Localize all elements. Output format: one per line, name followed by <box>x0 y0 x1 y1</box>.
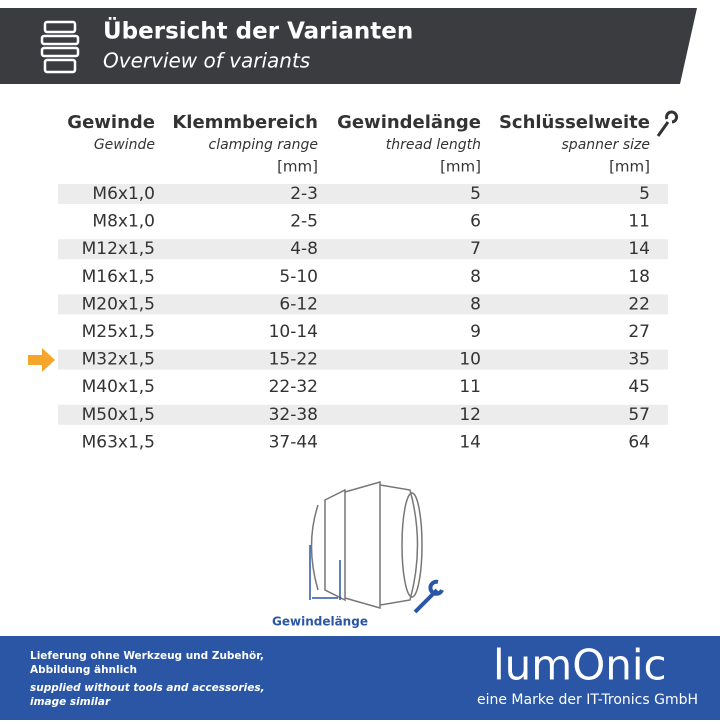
table-cell: 8 <box>470 294 481 314</box>
fitting-drawing <box>309 481 423 609</box>
table-cell: 64 <box>628 432 650 452</box>
table-cell: 32-38 <box>269 405 318 425</box>
column-header-english: Gewinde <box>94 137 155 153</box>
table-cell: 15-22 <box>269 350 318 370</box>
table-cell: 2-3 <box>290 184 318 204</box>
table-cell: 7 <box>470 239 481 259</box>
table-cell: M40x1,5 <box>82 377 155 397</box>
footer-note: image similar <box>30 696 111 708</box>
row-shade <box>58 404 668 425</box>
row-shade <box>58 294 668 315</box>
table: Gewinde Gewinde Klemmbereich clamping range… <box>58 112 668 452</box>
column-header-english: thread length <box>386 137 481 153</box>
table-cell: 11 <box>459 377 481 397</box>
footer-note: Abbildung ähnlich <box>30 664 137 676</box>
table-cell: 27 <box>628 322 650 342</box>
table-cell: 14 <box>459 432 481 452</box>
footer-note: Lieferung ohne Werkzeug und Zubehör, <box>30 650 264 662</box>
table-cell: 6 <box>470 212 481 232</box>
table-cell: M16x1,5 <box>82 267 155 287</box>
subtitle: Overview of variants <box>103 49 310 73</box>
table-cell: M25x1,5 <box>82 322 155 342</box>
wrench-diagram <box>413 579 444 614</box>
table-cell: 10 <box>459 350 481 370</box>
table-cell: M63x1,5 <box>82 432 155 452</box>
highlight-arrow <box>28 348 55 372</box>
table-cell: 5 <box>639 184 650 204</box>
column-header: Gewindelänge <box>337 112 481 133</box>
table-cell: 45 <box>628 377 650 397</box>
column-header: Gewinde <box>67 112 155 133</box>
title: Übersicht der Varianten <box>103 17 413 45</box>
row-shade <box>58 184 668 204</box>
column-header-english: spanner size <box>562 137 650 153</box>
footer-note: supplied without tools and accessories, <box>30 682 265 694</box>
brand-tagline: eine Marke der IT-Tronics GmbH <box>477 692 698 708</box>
table-cell: 22-32 <box>269 377 318 397</box>
table-cell: 8 <box>470 267 481 287</box>
column-header-english: clamping range <box>209 137 319 153</box>
table-cell: M12x1,5 <box>82 239 155 259</box>
table-cell: M20x1,5 <box>82 294 155 314</box>
table-cell: 37-44 <box>269 432 318 452</box>
table-cell: 22 <box>628 294 650 314</box>
table-cell: 5 <box>470 184 481 204</box>
table-cell: 12 <box>459 405 481 425</box>
diagram-label: Gewindelänge <box>272 615 368 629</box>
table-cell: M8x1,0 <box>92 212 155 232</box>
table-cell: 57 <box>628 405 650 425</box>
table-cell: 2-5 <box>290 212 318 232</box>
table-cell: 18 <box>628 267 650 287</box>
header-icon <box>40 20 80 74</box>
column-header: Klemmbereich <box>172 112 318 133</box>
row-shade <box>58 349 668 370</box>
column-unit: [mm] <box>440 158 481 176</box>
table-cell: M32x1,5 <box>82 350 155 370</box>
table-cell: 14 <box>628 239 650 259</box>
table-cell: 4-8 <box>290 239 318 259</box>
column-unit: [mm] <box>277 158 318 176</box>
table-cell: M50x1,5 <box>82 405 155 425</box>
table-cell: 6-12 <box>279 294 318 314</box>
table-cell: 11 <box>628 212 650 232</box>
header-bar <box>0 8 697 84</box>
table-cell: 10-14 <box>269 322 318 342</box>
table-cell: 35 <box>628 350 650 370</box>
table-cell: 5-10 <box>279 267 318 287</box>
column-header: Schlüsselweite <box>499 112 650 133</box>
table-cell: 9 <box>470 322 481 342</box>
wrench-icon <box>656 110 679 137</box>
table-cell: M6x1,0 <box>92 184 155 204</box>
brand: lumOnic <box>493 641 667 690</box>
footer-bar <box>0 636 720 720</box>
row-shade <box>58 239 668 260</box>
column-unit: [mm] <box>609 158 650 176</box>
